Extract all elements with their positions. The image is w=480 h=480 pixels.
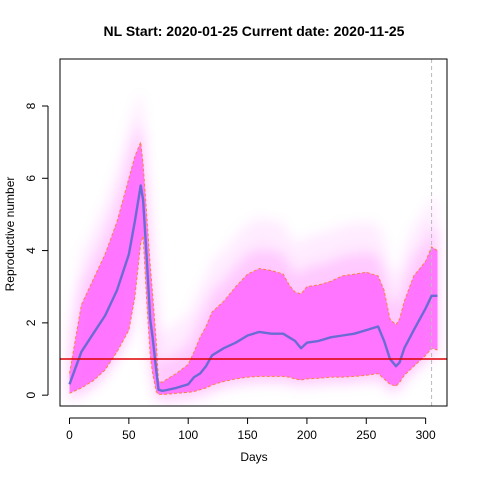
x-tick-label: 250 <box>356 428 376 442</box>
x-tick-label: 100 <box>178 428 198 442</box>
y-axis-label: Reproductive number <box>3 177 17 292</box>
axes: 0 50 100 150 200 250 300 0 2 4 6 8 <box>24 102 436 442</box>
uncertainty-band <box>69 142 438 395</box>
x-axis-label: Days <box>240 450 267 464</box>
x-tick-label: 50 <box>122 428 136 442</box>
lower-quantile-line <box>69 235 438 395</box>
plot-area <box>60 59 447 406</box>
median-line <box>68 184 438 392</box>
y-tick-label: 4 <box>24 247 38 254</box>
y-tick-label: 0 <box>24 392 38 399</box>
y-tick-label: 2 <box>24 319 38 326</box>
x-tick-label: 150 <box>238 428 258 442</box>
x-tick-label: 200 <box>297 428 317 442</box>
x-tick-label: 300 <box>416 428 436 442</box>
x-tick-label: 0 <box>66 428 73 442</box>
upper-quantile-line <box>69 141 438 384</box>
y-tick-label: 8 <box>24 102 38 109</box>
plot-frame <box>59 58 448 407</box>
chart-title: NL Start: 2020-01-25 Current date: 2020-… <box>104 23 405 39</box>
y-tick-label: 6 <box>24 175 38 182</box>
